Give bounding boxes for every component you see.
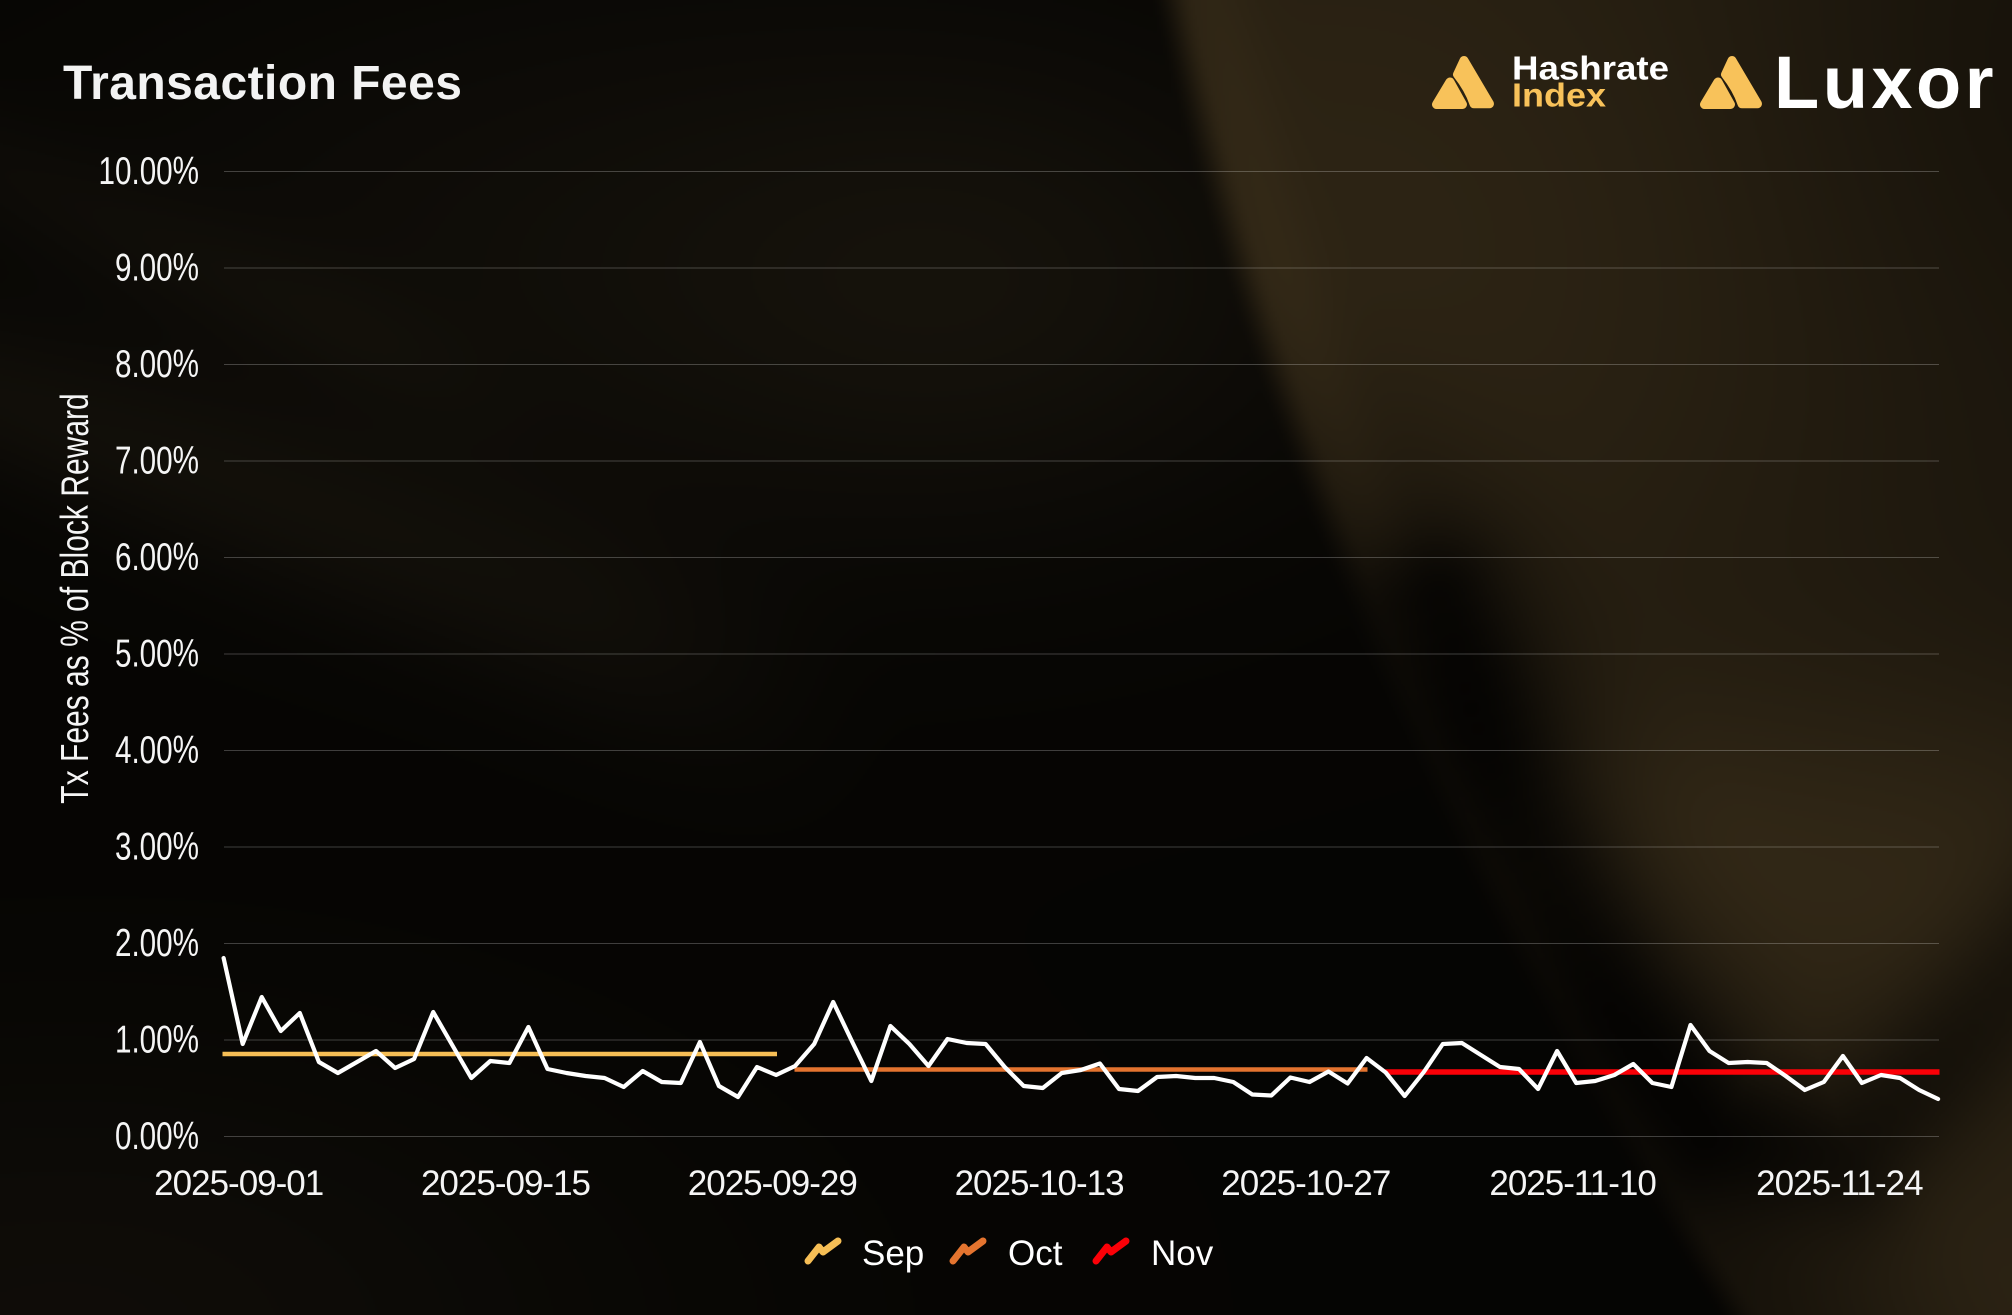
svg-text:9.00%: 9.00% — [115, 247, 199, 290]
svg-text:0.00%: 0.00% — [115, 1115, 199, 1158]
svg-text:Sep: Sep — [862, 1234, 924, 1273]
svg-text:Hashrate: Hashrate — [1512, 51, 1669, 88]
svg-text:Index: Index — [1512, 78, 1606, 115]
svg-text:4.00%: 4.00% — [115, 729, 199, 772]
svg-text:3.00%: 3.00% — [115, 826, 199, 869]
svg-text:2025-09-29: 2025-09-29 — [688, 1164, 857, 1203]
svg-text:2025-11-10: 2025-11-10 — [1489, 1164, 1656, 1203]
svg-text:6.00%: 6.00% — [115, 536, 199, 579]
svg-text:2025-09-01: 2025-09-01 — [154, 1164, 323, 1203]
svg-text:Transaction Fees: Transaction Fees — [63, 57, 462, 110]
svg-text:5.00%: 5.00% — [115, 633, 199, 676]
svg-text:Luxor: Luxor — [1774, 41, 1997, 124]
svg-text:Nov: Nov — [1151, 1234, 1214, 1273]
svg-text:10.00%: 10.00% — [98, 150, 199, 193]
svg-text:2025-09-15: 2025-09-15 — [421, 1164, 590, 1203]
svg-text:2025-10-13: 2025-10-13 — [955, 1164, 1124, 1203]
svg-text:1.00%: 1.00% — [115, 1019, 199, 1062]
svg-text:2025-11-24: 2025-11-24 — [1756, 1164, 1923, 1203]
svg-text:Oct: Oct — [1008, 1234, 1063, 1273]
svg-text:7.00%: 7.00% — [115, 440, 199, 483]
svg-text:2.00%: 2.00% — [115, 922, 199, 965]
svg-text:8.00%: 8.00% — [115, 343, 199, 386]
svg-text:2025-10-27: 2025-10-27 — [1221, 1164, 1390, 1203]
svg-text:Tx Fees as % of Block Reward: Tx Fees as % of Block Reward — [55, 393, 97, 803]
